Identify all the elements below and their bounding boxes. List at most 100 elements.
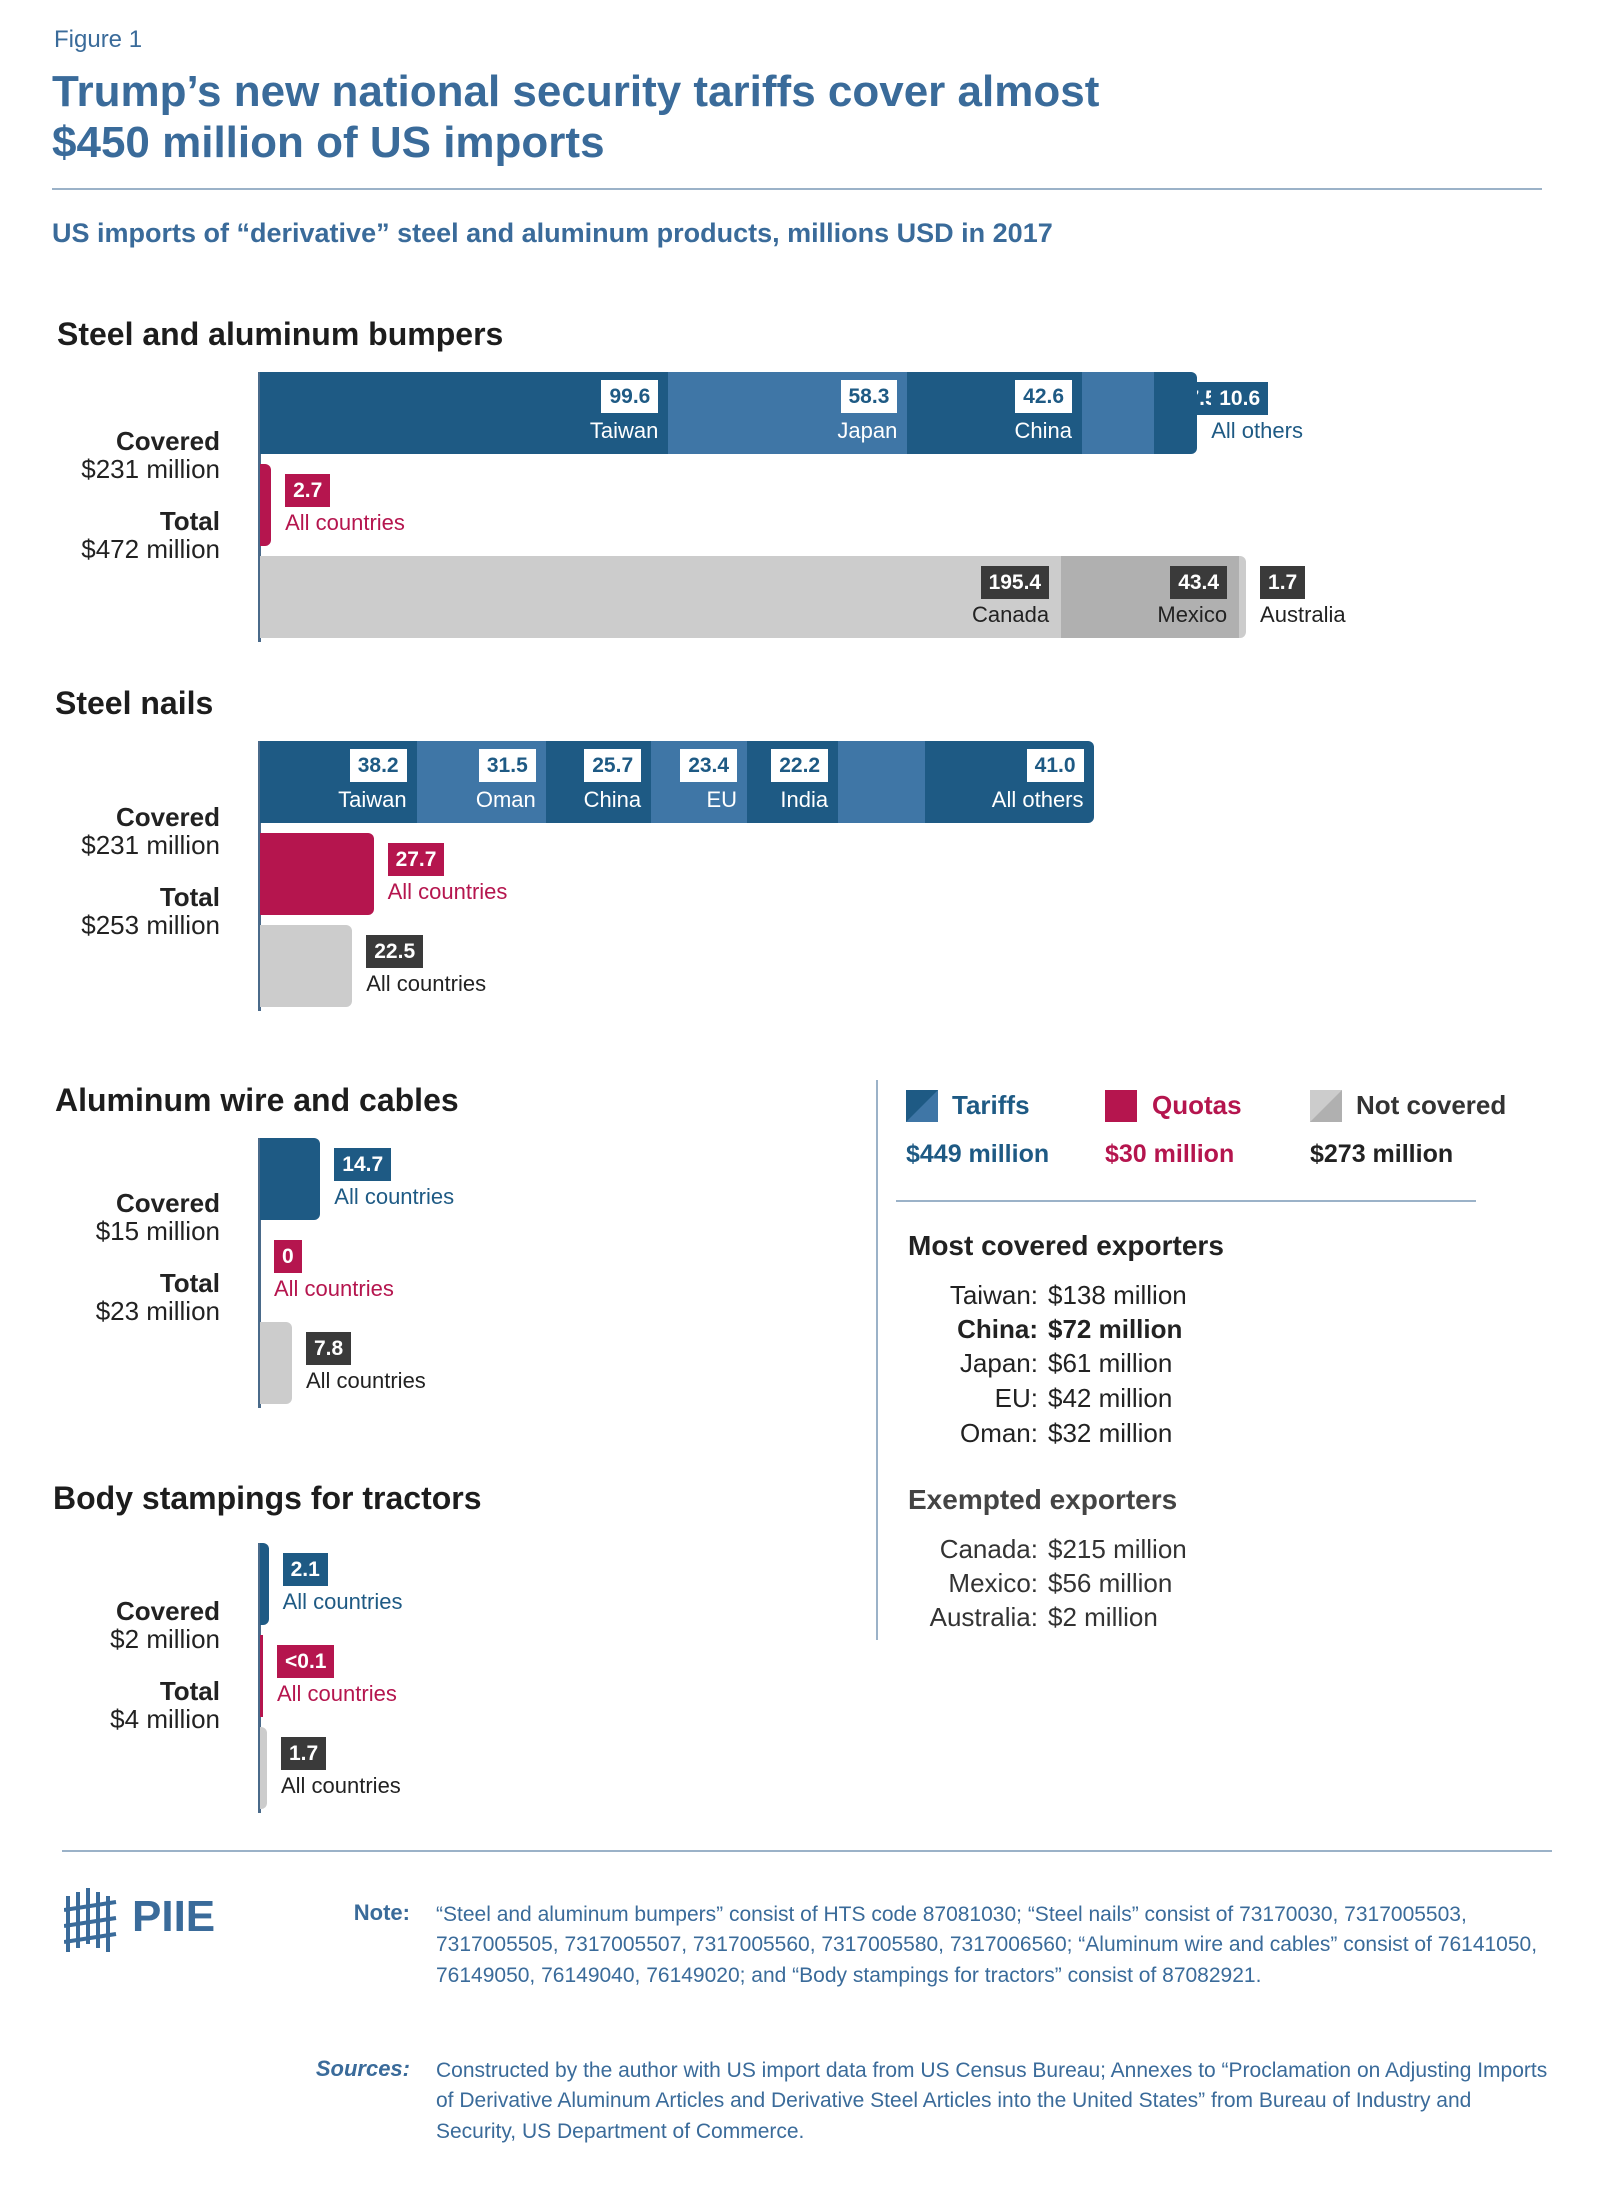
chart3-axis <box>258 1138 261 1408</box>
legend-divider <box>896 1200 1476 1202</box>
exempted-title: Exempted exporters <box>908 1484 1178 1515</box>
tariff-bar-all-others <box>1153 372 1198 454</box>
country: Taiwan: <box>949 1280 1038 1310</box>
chart2-title: Steel nails <box>55 685 214 721</box>
chart-title: Trump’s new national security tariffs co… <box>52 66 1432 168</box>
quota-bar <box>260 464 272 546</box>
chart4-title: Body stampings for tractors <box>53 1480 482 1516</box>
tariff-country-label: Oman <box>475 787 536 812</box>
country: Canada: <box>939 1534 1038 1564</box>
chart1-title: Steel and aluminum bumpers <box>57 316 504 352</box>
value: $42 million <box>1048 1383 1173 1413</box>
quota-value-label: 2.7 <box>285 474 331 507</box>
tariff-value-label: 23.4 <box>680 749 738 782</box>
tariff-country-label: Taiwan <box>338 787 407 812</box>
tariff-value-label: 99.6 <box>601 380 659 413</box>
chart1-covered-value: $231 million <box>81 454 220 484</box>
exempted-row: Australia: $2 million <box>888 1602 1158 1633</box>
quota-country-label: All countries <box>277 1681 397 1706</box>
tariff-country-label: China <box>583 787 642 812</box>
chart1-total-label: Total <box>159 506 220 536</box>
tariff-country-label: Taiwan <box>589 418 659 443</box>
note-text: “Steel and aluminum bumpers” consist of … <box>436 1903 1538 1987</box>
tariff-value-label: 42.6 <box>1015 380 1073 413</box>
tariff-country-label: China <box>1014 418 1073 443</box>
not-covered-bar-all-countries <box>260 1322 292 1404</box>
quota-value-label: 27.7 <box>387 843 445 876</box>
tariff-bar-taiwan: 99.6 Taiwan <box>260 372 669 454</box>
chart4-total-label: Total <box>159 1676 220 1706</box>
not-covered-swatch <box>1310 1090 1342 1122</box>
tariff-bar-all-countries <box>260 1138 321 1220</box>
figure-label: Figure 1 <box>54 26 143 53</box>
tariff-country-label: Japan <box>837 418 898 443</box>
value: $61 million <box>1048 1348 1173 1378</box>
not-covered-country-label: All countries <box>280 1773 401 1798</box>
tariff-country-label: All countries <box>334 1184 455 1209</box>
legend-tariffs-name: Tariffs <box>952 1090 1030 1120</box>
legend-not-covered-total: $273 million <box>1310 1140 1454 1168</box>
chart1-total-value: $472 million <box>81 534 220 564</box>
not-covered-value-label: 7.8 <box>305 1332 352 1365</box>
tariff-bar-all-countries <box>260 1543 269 1625</box>
tariff-value-label: 14.7 <box>334 1148 392 1181</box>
tariff-bar-turkey <box>838 741 926 823</box>
tariffs-swatch <box>906 1090 938 1122</box>
tariff-value-label: 58.3 <box>840 380 898 413</box>
not-covered-bar-mexico: 43.4 Mexico <box>1061 556 1240 638</box>
country: Australia: <box>929 1602 1038 1632</box>
piie-logo-text: PIIE <box>132 1892 216 1941</box>
tariff-bar-india: 22.2 India <box>747 741 839 823</box>
chart3-title: Aluminum wire and cables <box>55 1082 459 1118</box>
tariff-bar-all-others: 41.0 All others <box>925 741 1094 823</box>
legend-not-covered-name: Not covered <box>1356 1090 1507 1120</box>
most-covered-title: Most covered exporters <box>908 1230 1224 1261</box>
not-covered-country-label: All countries <box>366 971 487 996</box>
quota-country-label: All countries <box>285 510 405 535</box>
most-covered-row: Oman: $32 million <box>888 1418 1172 1449</box>
chart2-covered-value: $231 million <box>81 830 220 860</box>
tariff-bar-japan: 58.3 Japan <box>668 372 908 454</box>
tariff-bar-china: 25.7 China <box>545 741 652 823</box>
piie-logo-icon <box>64 1888 117 1952</box>
value: $2 million <box>1048 1602 1158 1632</box>
note-label: Note: <box>353 1900 410 1925</box>
quota-country-label: All countries <box>274 1276 394 1301</box>
exempted-row: Canada: $215 million <box>888 1534 1187 1565</box>
value: $72 million <box>1048 1314 1183 1344</box>
not-covered-bar-canada: 195.4 Canada <box>260 556 1062 638</box>
chart4-plot: 2.1 All countries <0.1 All countries 1.7 All … <box>260 1543 860 1813</box>
tariff-bar-eu: 23.4 EU <box>651 741 748 823</box>
chart4-covered-label: Covered <box>115 1596 220 1626</box>
side-panel-divider <box>876 1080 878 1640</box>
quotas-swatch <box>1105 1090 1137 1122</box>
chart2-covered-label: Covered <box>115 802 220 832</box>
tariff-value-label: 38.2 <box>349 749 407 782</box>
footer-divider <box>62 1850 1552 1852</box>
tariffs-swatch-shape <box>906 1090 938 1122</box>
country: Mexico: <box>948 1568 1038 1598</box>
title-line-1: Trump’s new national security tariffs co… <box>52 67 1100 116</box>
chart3-covered-label: Covered <box>115 1188 220 1218</box>
quota-country-label: All countries <box>387 879 508 904</box>
chart1-axis <box>258 372 261 642</box>
chart1-covered-label: Covered <box>115 426 220 456</box>
title-divider <box>52 188 1542 190</box>
chart1-plot: 99.6Taiwan58.3Japan42.6China17.5EU10.6Al… <box>260 372 1560 642</box>
chart4-axis <box>258 1543 261 1813</box>
not-covered-value-label: 1.7 <box>1260 566 1306 599</box>
tariff-country-label: EU <box>706 787 738 812</box>
not-covered-bar-all-countries <box>260 925 353 1007</box>
tariff-bar-oman: 31.5 Oman <box>416 741 546 823</box>
piie-logo: PIIE <box>64 1880 244 1960</box>
not-covered-country-label: Mexico <box>1157 602 1228 627</box>
tariff-value-label: 31.5 <box>478 749 536 782</box>
sources-text: Constructed by the author with US import… <box>436 2059 1548 2143</box>
not-covered-value-label: 1.7 <box>280 1737 327 1770</box>
not-covered-value-label: 22.5 <box>366 935 424 968</box>
value: $138 million <box>1048 1280 1187 1310</box>
tariff-country-label: All others <box>1211 418 1303 443</box>
tariff-value-label: 25.7 <box>584 749 642 782</box>
most-covered-row: China: $72 million <box>888 1314 1182 1345</box>
most-covered-row: Japan: $61 million <box>888 1348 1172 1379</box>
